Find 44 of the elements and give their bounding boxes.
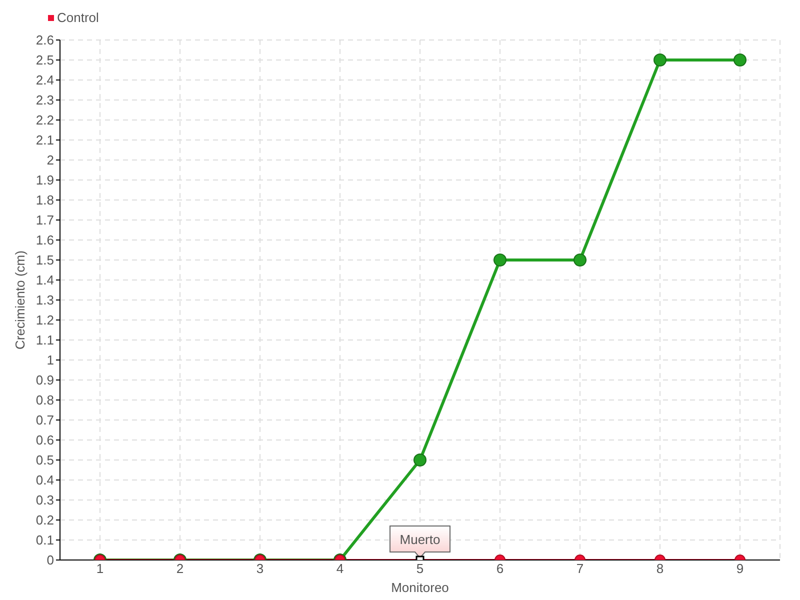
point	[494, 254, 506, 266]
y-tick-label: 1.2	[36, 312, 54, 328]
y-tick-label: 2.6	[36, 32, 54, 48]
y-tick-label: 1	[46, 352, 54, 368]
point	[574, 254, 586, 266]
y-tick-label: 1.6	[36, 232, 54, 248]
x-tick-label: 7	[576, 561, 584, 576]
y-tick-label: 0.3	[36, 492, 54, 508]
x-tick-label: 9	[736, 561, 744, 576]
y-tick-label: 1.7	[36, 212, 54, 228]
y-tick-label: 2.2	[36, 112, 54, 128]
x-axis-title: Monitoreo	[391, 580, 449, 595]
y-tick-label: 2.4	[36, 72, 54, 88]
y-tick-label: 0	[46, 552, 54, 568]
x-tick-label: 3	[256, 561, 264, 576]
x-tick-label: 6	[496, 561, 504, 576]
y-tick-label: 0.1	[36, 532, 54, 548]
y-tick-label: 1.3	[36, 292, 54, 308]
point	[654, 54, 666, 66]
legend-label: Control	[57, 10, 99, 25]
y-tick-label: 2.5	[36, 52, 54, 68]
y-tick-label: 0.8	[36, 392, 54, 408]
y-tick-label: 2.1	[36, 132, 54, 148]
y-tick-label: 2.3	[36, 92, 54, 108]
y-tick-label: 0.9	[36, 372, 54, 388]
y-tick-label: 1.4	[36, 272, 54, 288]
y-tick-label: 1.9	[36, 172, 54, 188]
x-tick-label: 5	[416, 561, 424, 576]
x-tick-label: 1	[96, 561, 104, 576]
x-tick-label: 4	[336, 561, 344, 576]
y-tick-label: 1.5	[36, 252, 54, 268]
y-tick-label: 0.6	[36, 432, 54, 448]
point	[734, 54, 746, 66]
y-tick-label: 0.5	[36, 452, 54, 468]
y-tick-label: 0.7	[36, 412, 54, 428]
y-tick-label: 0.4	[36, 472, 54, 488]
y-tick-label: 1.8	[36, 192, 54, 208]
x-tick-label: 2	[176, 561, 184, 576]
y-tick-label: 2	[46, 152, 54, 168]
x-tick-label: 8	[656, 561, 664, 576]
y-axis-title: Crecimiento (cm)	[12, 250, 28, 350]
y-tick-label: 1.1	[36, 332, 54, 348]
y-tick-label: 0.2	[36, 512, 54, 528]
annotation: Muerto	[400, 532, 440, 547]
